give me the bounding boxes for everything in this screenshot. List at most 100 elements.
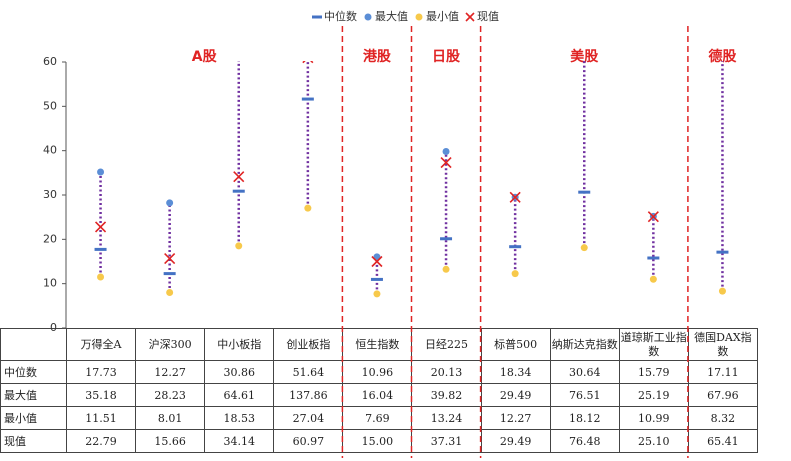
legend-marker (312, 15, 322, 19)
group-label: 美股 (570, 48, 599, 65)
table-cell: 道琼斯工业指数 (618, 328, 689, 361)
min-mark (304, 204, 312, 212)
y-tick-label: 30 (43, 188, 57, 201)
table-row: 万得全A 沪深300 中小板指 创业板指 恒生指数 日经225 标普500 纳斯达克指数 道琼斯… (0, 328, 758, 361)
current-stroke (310, 61, 314, 64)
table-cell: 恒生指数 (342, 328, 413, 361)
legend-marker (415, 13, 423, 21)
max-mark (235, 38, 242, 45)
table-cell: 15.66 (135, 429, 206, 453)
current-stroke (94, 221, 107, 233)
min-mark (373, 290, 381, 298)
max-mark (166, 199, 174, 207)
y-tick-label: 0 (50, 321, 57, 334)
current-mark (233, 171, 245, 183)
table-cell: 7.69 (342, 406, 413, 430)
current-stroke (440, 157, 452, 169)
current-mark (164, 253, 176, 265)
current-stroke (509, 191, 521, 203)
current-mark (647, 211, 659, 223)
group-label: 日股 (432, 49, 461, 65)
legend-label: 中位数 (324, 9, 357, 23)
table-cell: 12.27 (480, 406, 551, 430)
median-mark (509, 245, 522, 249)
y-tick-label: 40 (43, 144, 57, 157)
current-mark (717, 33, 727, 43)
max-mark (442, 147, 450, 155)
legend-label: 最小值 (426, 10, 459, 23)
group-label: 港股 (363, 48, 392, 65)
min-mark (511, 270, 519, 278)
current-stroke (302, 61, 306, 64)
current-mark (302, 61, 314, 64)
table-cell: 现值 (0, 429, 67, 453)
median-mark (647, 256, 660, 260)
y-tick-label: 20 (43, 232, 57, 245)
current-mark (371, 255, 383, 268)
table-cell: 18.53 (204, 406, 275, 430)
table-cell: 65.41 (687, 429, 758, 453)
median-mark (578, 190, 591, 194)
table-cell: 20.13 (411, 360, 482, 384)
legend-label: 最大值 (375, 9, 408, 23)
min-mark (580, 244, 588, 252)
table-cell: 39.82 (411, 383, 482, 407)
table-cell: 中小板指 (204, 328, 275, 361)
median-mark (370, 277, 383, 281)
table-cell: 137.86 (273, 383, 344, 407)
min-mark (97, 273, 105, 281)
y-tick-label: 60 (43, 55, 57, 68)
table-cell: 10.96 (342, 360, 413, 384)
table-cell: 11.51 (65, 406, 137, 430)
legend-marker (364, 13, 372, 21)
table-cell: 8.01 (135, 406, 206, 430)
current-mark (440, 157, 452, 169)
table-cell: 67.96 (687, 383, 758, 407)
min-mark (442, 265, 450, 273)
table-cell: 29.49 (480, 429, 551, 453)
legend-label: 现值 (477, 10, 499, 23)
y-tick-label: 10 (43, 277, 57, 290)
data-table: 万得全A 沪深300 中小板指 创业板指 恒生指数 日经225 标普500 纳斯达克指数 道琼斯… (0, 328, 758, 453)
group-label: A股 (192, 49, 218, 65)
group-label: 德股 (708, 48, 737, 65)
table-cell: 34.14 (204, 429, 275, 453)
current-stroke (371, 255, 383, 268)
current-mark (509, 191, 521, 203)
table-cell: 64.61 (204, 383, 275, 407)
legend-marker (465, 12, 475, 22)
table-cell: 8.32 (687, 406, 758, 430)
min-mark (718, 287, 726, 295)
table-cell: 18.34 (480, 360, 551, 384)
median-mark (163, 272, 176, 276)
max-mark (719, 23, 726, 30)
current-stroke (233, 171, 245, 183)
table-cell: 25.10 (618, 429, 689, 453)
current-stroke (717, 33, 727, 43)
max-mark (97, 168, 105, 176)
table-cell: 15.00 (342, 429, 413, 453)
table-cell: 日经225 (411, 328, 482, 361)
min-mark (166, 288, 174, 296)
current-stroke (647, 211, 659, 223)
current-stroke (164, 253, 176, 265)
min-mark (235, 242, 243, 250)
current-stroke (717, 33, 727, 43)
plot-area (94, 23, 729, 298)
table-cell: 16.04 (342, 383, 413, 407)
median-mark (94, 247, 107, 251)
current-mark (94, 221, 107, 233)
table-cell: 22.79 (65, 429, 137, 453)
median-mark (440, 237, 453, 241)
median-mark (301, 97, 314, 101)
min-mark (649, 275, 657, 283)
table-cell: 30.64 (549, 360, 620, 384)
table-cell: 10.99 (618, 406, 689, 430)
median-mark (716, 250, 729, 254)
table-cell: 13.24 (411, 406, 482, 430)
median-mark (232, 189, 245, 193)
table-cell: 76.51 (549, 383, 620, 407)
table-cell: 中位数 (0, 360, 67, 384)
